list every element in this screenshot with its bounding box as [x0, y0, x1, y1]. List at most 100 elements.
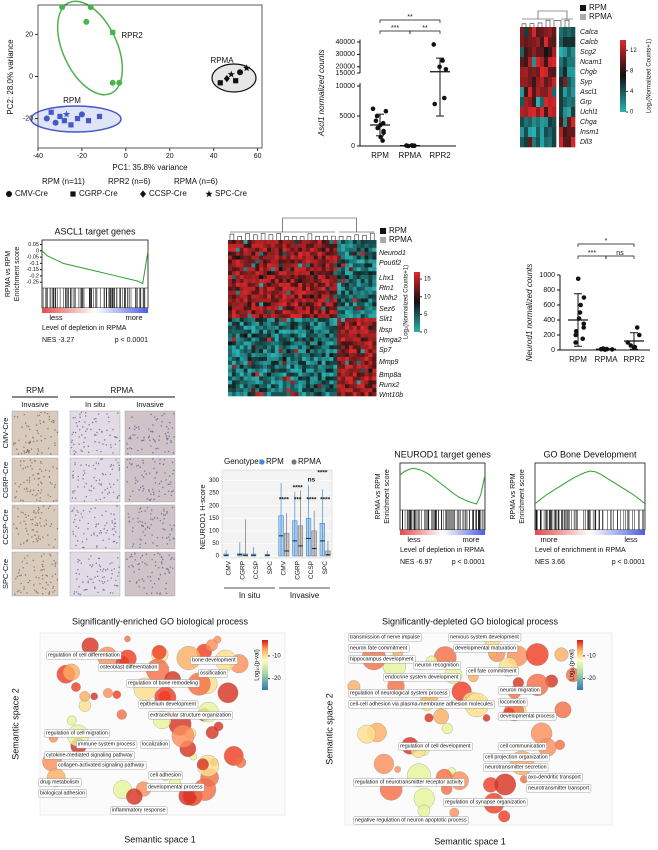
heatmap-cell [348, 345, 354, 350]
heatmap-cell [267, 341, 272, 346]
heatmap-cell [352, 282, 357, 288]
heatmap-cell [290, 368, 295, 373]
heatmap-cell [282, 279, 287, 284]
heatmap-cell [372, 380, 377, 385]
heatmap-cell [329, 240, 334, 245]
heatmap-cell [329, 376, 334, 381]
heatmap-cell [282, 282, 287, 288]
heatmap [520, 27, 576, 148]
heatmap-cell [259, 251, 264, 256]
term-label-box [98, 663, 160, 672]
point [57, 113, 63, 120]
micrograph [69, 410, 121, 456]
y-tick-label: -0.1 [30, 261, 39, 267]
heatmap-cell [317, 251, 322, 256]
heatmap-cell [321, 357, 326, 362]
heatmap-cell [325, 380, 330, 385]
heatmap-cell [278, 364, 283, 369]
heatmap-cell [235, 275, 240, 280]
heatmap-cell [282, 318, 287, 323]
heatmap-cell [372, 325, 377, 330]
heatmap-cell [345, 372, 350, 377]
heatmap-cell [290, 306, 295, 311]
heatmap-cell [251, 286, 256, 291]
heatmap-cell [333, 341, 338, 346]
heatmap-cell [524, 37, 529, 48]
heatmap-cell [267, 314, 272, 319]
heatmap-cell [548, 97, 553, 108]
term-label-box [198, 669, 228, 678]
heatmap-cell [356, 325, 361, 330]
heatmap-cell [333, 329, 338, 334]
gene-label: Uchl1 [580, 109, 598, 116]
heatmap-cell [235, 263, 240, 268]
heatmap-cell [329, 321, 334, 327]
heatmap-cell [263, 294, 268, 299]
heatmap-cell [259, 380, 264, 385]
heatmap-cell [274, 345, 279, 350]
gene-label: Dll3 [580, 139, 592, 146]
legend-entry: CCSP-Cre [149, 189, 187, 198]
term-label: neurotransmitter transport [528, 785, 589, 791]
heatmap-cell [298, 314, 303, 319]
term-label-box [44, 751, 135, 760]
heatmap-cell [231, 353, 237, 358]
heatmap-cell [571, 87, 576, 98]
heatmap-cell [302, 318, 307, 323]
heatmap-cell [251, 337, 256, 342]
heatmap-cell [270, 329, 276, 334]
heatmap-cell [247, 302, 252, 307]
heatmap-cell [298, 306, 303, 311]
micrograph [124, 504, 176, 550]
heatmap-cell [306, 251, 311, 256]
term-bubble [525, 643, 549, 666]
heatmap-cell [255, 271, 260, 276]
heatmap-cell [341, 310, 346, 315]
heatmap-cell [325, 275, 330, 280]
heatmap-cell [532, 27, 537, 38]
heatmap-cell [298, 267, 303, 272]
term-label-box [38, 778, 82, 787]
x-tick-label: RPR2 [623, 355, 645, 364]
heatmap-cell [235, 255, 240, 260]
heatmap-cell [313, 259, 318, 264]
heatmap-cell [544, 37, 549, 48]
heatmap-cell [356, 376, 361, 381]
heatmap-cell [263, 337, 268, 342]
heatmap-cell [325, 333, 330, 338]
heatmap-cell [360, 345, 365, 350]
heatmap-cell [239, 392, 244, 397]
term-label: drug metabolism [40, 779, 80, 785]
heatmap-cell [364, 349, 369, 354]
heatmap-cell [278, 376, 283, 381]
heatmap-cell [259, 325, 264, 330]
term-label: extracellular structure organization [150, 712, 231, 718]
heatmap-cell [364, 341, 369, 346]
heatmap-cell [341, 306, 346, 311]
legend-entry: RPMA [589, 12, 613, 21]
heatmap-cell [352, 325, 357, 330]
group-header: RPM [26, 386, 44, 395]
heatmap-cell [282, 368, 287, 373]
heatmap-cell [337, 318, 342, 323]
heatmap-cell [352, 388, 357, 393]
heatmap-cell [317, 353, 322, 358]
heatmap-cell [540, 27, 545, 38]
heatmap-cell [267, 384, 272, 389]
colorbar-tick-label: 12 [630, 48, 637, 54]
heatmap-cell [247, 275, 252, 280]
point [370, 106, 376, 112]
cell-nuclei [14, 553, 58, 595]
heatmap-cell [356, 275, 361, 280]
heatmap-cell [267, 286, 272, 291]
heatmap-cell [278, 341, 283, 346]
heatmap-cell [325, 318, 330, 323]
heatmap-cell [356, 263, 361, 268]
term-label: cell projection organization [485, 754, 548, 760]
heatmap-cell [286, 306, 291, 311]
heatmap-cell [368, 364, 373, 369]
heatmap-cell [345, 337, 350, 342]
heatmap-cell [317, 279, 322, 284]
heatmap-cell [309, 341, 315, 346]
heatmap-cell [306, 341, 311, 346]
